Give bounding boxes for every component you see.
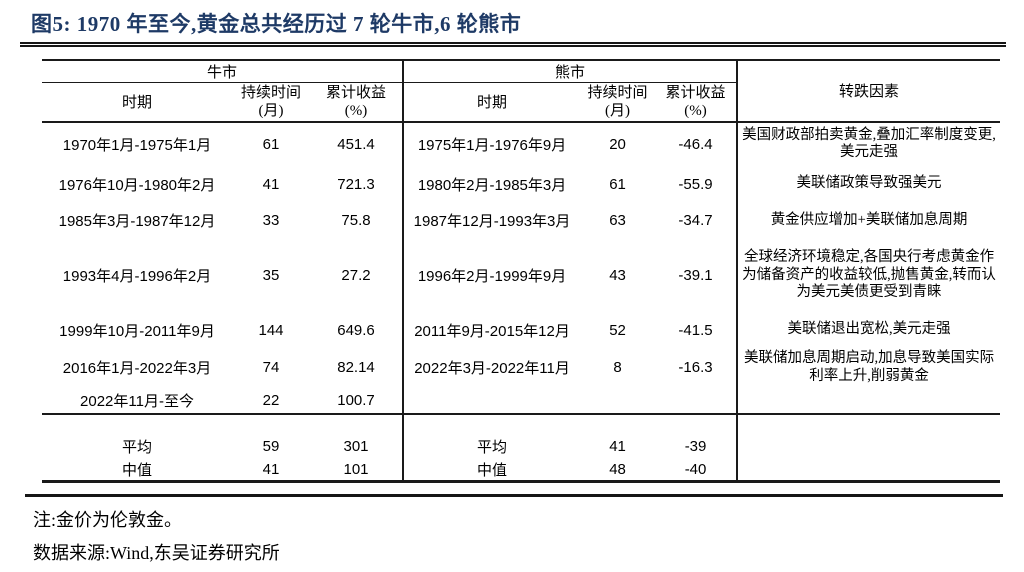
- bear-return-cell: -16.3: [655, 347, 739, 388]
- table-row: 2022年11月-至今 22 100.7: [42, 387, 1001, 415]
- table-row: 1999年10月-2011年9月 144 649.6 2011年9月-2015年…: [42, 312, 1000, 348]
- bear-duration-header: 持续时间 (月): [580, 82, 656, 123]
- bull-duration-header: 持续时间 (月): [232, 82, 310, 123]
- bear-return-cell: -55.9: [655, 165, 739, 203]
- summary-median-row: 中值 41 101 中值 48 -40: [42, 458, 1001, 483]
- table-header-row-2: 时期 持续时间 (月) 累计收益 (%) 时期 持续时间 (月) 累计收益 (%…: [42, 82, 1000, 123]
- bull-return-cell: 649.6: [310, 312, 405, 348]
- bull-duration-cell: 41: [262, 175, 280, 193]
- bear-market-header: 熊市: [403, 59, 739, 83]
- bull-median-return: 101: [310, 458, 405, 483]
- bull-duration-cell: 74: [262, 359, 280, 376]
- bull-duration-cell: 144: [258, 321, 284, 339]
- bull-duration-cell: 35: [262, 267, 280, 284]
- factors-cell: 美国财政部拍卖黄金,叠加汇率制度变更,美元走强: [742, 126, 996, 161]
- table-row: 1985年3月-1987年12月 33 75.8 1987年12月-1993年3…: [42, 202, 1000, 239]
- bull-market-header: 牛市: [42, 59, 405, 83]
- gold-cycles-table: 牛市 熊市 转跌因素 时期 持续时间 (月) 累计收益 (%) 时期 持续时间 …: [42, 59, 1001, 483]
- bear-duration-cell: 52: [609, 321, 626, 339]
- bull-average-return: 301: [310, 434, 405, 459]
- bear-median-return: -40: [655, 458, 739, 483]
- bear-return-cell: -41.5: [655, 312, 739, 348]
- bear-average-duration: 41: [609, 438, 626, 455]
- bull-return-cell: 451.4: [310, 121, 405, 166]
- bear-duration-cell: 8: [613, 359, 622, 376]
- bull-return-header: 累计收益 (%): [310, 82, 405, 123]
- bear-duration-cell: 63: [609, 212, 626, 229]
- bull-duration-cell: 33: [262, 212, 280, 229]
- footer-divider-rule: [25, 494, 1003, 497]
- bear-period-cell: 2022年3月-2022年11月: [414, 360, 570, 377]
- bear-return-cell: -34.7: [655, 202, 739, 239]
- bear-return-cell: -39.1: [655, 238, 739, 313]
- bull-return-cell: 82.14: [310, 347, 405, 388]
- factors-cell: 美联储政策导致强美元: [796, 175, 942, 192]
- figure-title: 图5: 1970 年至今,黄金总共经历过 7 轮牛市,6 轮熊市: [31, 12, 522, 36]
- bear-median-label: 中值: [403, 458, 581, 483]
- bull-period-cell: 1993年4月-1996年2月: [62, 268, 212, 285]
- empty-cell: [737, 458, 1001, 483]
- bull-period-cell: 1970年1月-1975年1月: [62, 136, 212, 154]
- bull-period-header: 时期: [42, 82, 232, 123]
- bear-period-cell: [403, 387, 581, 415]
- bear-period-cell: 1980年2月-1985年3月: [417, 176, 567, 194]
- bull-average-label: 平均: [121, 440, 152, 456]
- factors-cell: 美联储退出宽松,美元走强: [787, 321, 951, 338]
- bull-median-duration: 41: [232, 458, 310, 483]
- bull-average-duration: 59: [262, 438, 280, 455]
- bear-return-header: 累计收益 (%): [655, 82, 739, 123]
- factors-cell: [737, 387, 1001, 415]
- bull-period-cell: 1976年10月-1980年2月: [58, 176, 216, 194]
- bull-return-cell: 721.3: [310, 165, 405, 203]
- factors-cell: 黄金供应增加+美联储加息周期: [770, 211, 968, 228]
- table-header-row-1: 牛市 熊市 转跌因素: [42, 59, 1001, 123]
- spacer-cell: [737, 414, 1000, 435]
- factors-cell: 美联储加息周期启动,加息导致美国实际利率上升,削弱黄金: [743, 350, 995, 384]
- spacer-cell: [403, 413, 739, 435]
- bull-return-cell: 75.8: [310, 202, 405, 239]
- spacer-cell: [42, 413, 405, 435]
- bull-period-cell: 2022年11月-至今: [42, 387, 232, 415]
- bull-period-cell: 1985年3月-1987年12月: [58, 213, 216, 230]
- factors-header: 转跌因素: [737, 59, 1001, 123]
- bear-average-label: 平均: [477, 440, 508, 456]
- empty-cell: [737, 435, 1000, 459]
- bear-median-duration: 48: [580, 458, 656, 483]
- bear-duration-cell: [580, 387, 656, 415]
- bull-return-cell: 27.2: [310, 238, 405, 313]
- summary-average-row: 平均 59 301 平均 41 -39: [42, 434, 1000, 459]
- bull-period-cell: 1999年10月-2011年9月: [59, 322, 215, 340]
- data-source-text: 数据来源:Wind,东吴证券研究所: [33, 543, 280, 563]
- summary-spacer-row: [42, 413, 1000, 435]
- bear-period-cell: 1987年12月-1993年3月: [413, 213, 571, 230]
- bull-median-label: 中值: [42, 458, 232, 483]
- title-divider-rule: [20, 42, 1006, 47]
- table-row: 1993年4月-1996年2月 35 27.2 1996年2月-1999年9月 …: [42, 238, 1000, 313]
- bear-duration-cell: 43: [609, 267, 626, 284]
- bear-duration-cell: 20: [609, 135, 626, 153]
- factors-cell: 全球经济环境稳定,各国央行考虑黄金作为储备资产的收益较低,抛售黄金,转而认为美元…: [742, 249, 996, 301]
- bear-duration-cell: 61: [609, 175, 626, 193]
- bull-duration-cell: 61: [262, 135, 280, 153]
- bear-average-return: -39: [655, 434, 739, 459]
- bear-period-cell: 1975年1月-1976年9月: [417, 136, 567, 154]
- bear-return-cell: -46.4: [655, 121, 739, 166]
- note-text: 注:金价为伦敦金。: [33, 510, 183, 530]
- bull-duration-cell: 22: [232, 387, 310, 415]
- bull-period-cell: 2016年1月-2022年3月: [62, 360, 212, 377]
- bear-period-cell: 2011年9月-2015年12月: [414, 322, 570, 340]
- table-row: 1976年10月-1980年2月 41 721.3 1980年2月-1985年3…: [42, 165, 1000, 203]
- table-row: 1970年1月-1975年1月 61 451.4 1975年1月-1976年9月…: [42, 121, 1000, 166]
- bull-return-cell: 100.7: [310, 387, 405, 415]
- bear-period-cell: 1996年2月-1999年9月: [417, 268, 567, 285]
- table-row: 2016年1月-2022年3月 74 82.14 2022年3月-2022年11…: [42, 347, 1000, 388]
- bear-period-header: 时期: [403, 82, 581, 123]
- bear-return-cell: [655, 387, 739, 415]
